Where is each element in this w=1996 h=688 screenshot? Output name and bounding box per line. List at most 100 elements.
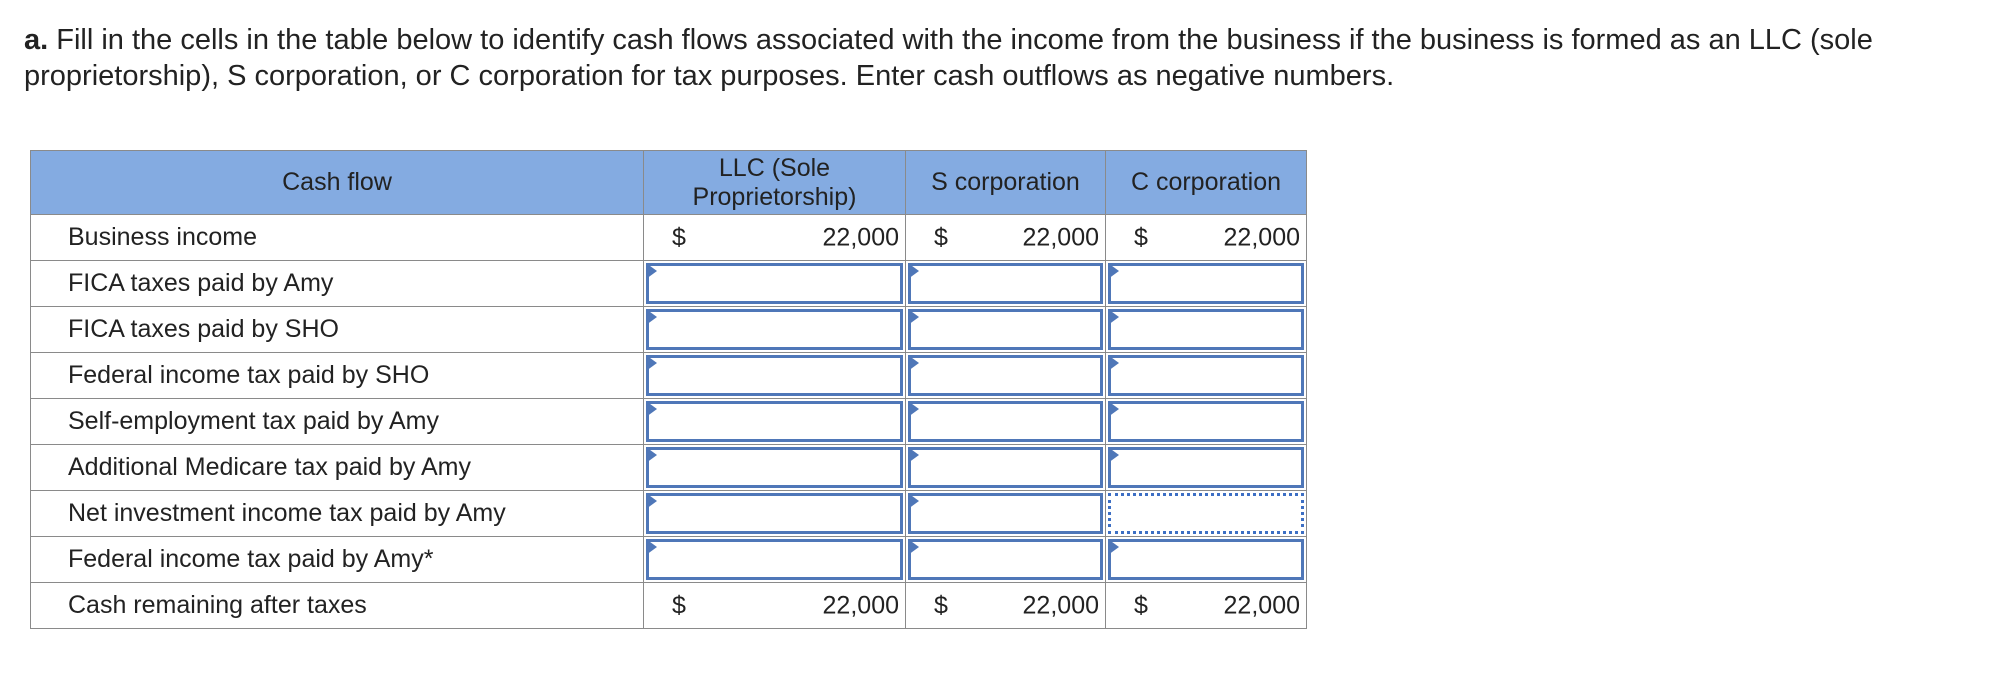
input-cell [905, 444, 1106, 491]
input-cell [1105, 490, 1307, 537]
amount: 22,000 [1223, 591, 1300, 619]
cell-marker-icon [646, 355, 657, 371]
answer-input[interactable] [1108, 539, 1304, 580]
input-cell [1105, 260, 1307, 307]
input-cell [905, 398, 1106, 445]
answer-input[interactable] [646, 447, 903, 488]
cell-marker-icon [908, 493, 919, 509]
currency-symbol: $ [672, 223, 686, 251]
cell-marker-icon [908, 309, 919, 325]
cell-marker-icon [1108, 401, 1119, 417]
answer-input[interactable] [1108, 355, 1304, 396]
table-row: Cash remaining after taxes $22,000 $22,0… [30, 582, 1307, 629]
answer-input[interactable] [908, 493, 1103, 534]
value-cell: $22,000 [1105, 214, 1307, 261]
input-cell [643, 490, 906, 537]
table-row: Additional Medicare tax paid by Amy [30, 444, 1307, 491]
input-cell [1105, 536, 1307, 583]
value-cell: $22,000 [905, 582, 1106, 629]
answer-input[interactable] [1108, 401, 1304, 442]
input-cell [643, 352, 906, 399]
input-cell [1105, 398, 1307, 445]
row-label: FICA taxes paid by SHO [30, 306, 644, 353]
answer-input[interactable] [646, 401, 903, 442]
cell-marker-icon [646, 263, 657, 279]
answer-input[interactable] [1108, 309, 1304, 350]
input-cell [905, 260, 1106, 307]
cell-marker-icon [908, 263, 919, 279]
row-label: FICA taxes paid by Amy [30, 260, 644, 307]
cell-marker-icon [646, 539, 657, 555]
answer-input[interactable] [908, 401, 1103, 442]
amount: 22,000 [1022, 591, 1099, 619]
table-row: Self-employment tax paid by Amy [30, 398, 1307, 445]
header-cash-flow: Cash flow [30, 150, 644, 215]
value-cell: $22,000 [905, 214, 1106, 261]
answer-input[interactable] [646, 309, 903, 350]
header-c-corporation: C corporation [1105, 150, 1307, 215]
row-label: Self-employment tax paid by Amy [30, 398, 644, 445]
currency-symbol: $ [1134, 591, 1148, 619]
cash-flow-table: Cash flow LLC (Sole Proprietorship) S co… [30, 150, 1307, 629]
currency-symbol: $ [934, 591, 948, 619]
row-label: Federal income tax paid by Amy* [30, 536, 644, 583]
input-cell [905, 490, 1106, 537]
answer-input[interactable] [908, 539, 1103, 580]
row-label: Additional Medicare tax paid by Amy [30, 444, 644, 491]
cell-marker-icon [1108, 309, 1119, 325]
header-llc: LLC (Sole Proprietorship) [643, 150, 906, 215]
cell-marker-icon [646, 401, 657, 417]
input-cell [643, 536, 906, 583]
cell-marker-icon [908, 447, 919, 463]
answer-input[interactable] [908, 355, 1103, 396]
table-row: Net investment income tax paid by Amy [30, 490, 1307, 537]
answer-input[interactable] [646, 263, 903, 304]
amount: 22,000 [1022, 223, 1099, 251]
row-label: Cash remaining after taxes [30, 582, 644, 629]
table-row: Federal income tax paid by Amy* [30, 536, 1307, 583]
answer-input-focused[interactable] [1108, 493, 1304, 534]
currency-symbol: $ [934, 223, 948, 251]
input-cell [1105, 352, 1307, 399]
answer-input[interactable] [646, 355, 903, 396]
answer-input[interactable] [908, 263, 1103, 304]
input-cell [1105, 444, 1307, 491]
table-header-row: Cash flow LLC (Sole Proprietorship) S co… [30, 150, 1307, 215]
amount: 22,000 [822, 223, 899, 251]
answer-input[interactable] [646, 493, 903, 534]
answer-input[interactable] [646, 539, 903, 580]
cell-marker-icon [908, 355, 919, 371]
row-label: Federal income tax paid by SHO [30, 352, 644, 399]
input-cell [1105, 306, 1307, 353]
input-cell [905, 306, 1106, 353]
row-label: Net investment income tax paid by Amy [30, 490, 644, 537]
input-cell [905, 536, 1106, 583]
table-row: Business income $22,000 $22,000 $22,000 [30, 214, 1307, 261]
header-s-corporation: S corporation [905, 150, 1106, 215]
cell-marker-icon [1108, 447, 1119, 463]
amount: 22,000 [1223, 223, 1300, 251]
answer-input[interactable] [1108, 263, 1304, 304]
currency-symbol: $ [672, 591, 686, 619]
cell-marker-icon [908, 401, 919, 417]
cell-marker-icon [646, 447, 657, 463]
table-row: FICA taxes paid by Amy [30, 260, 1307, 307]
value-cell: $22,000 [643, 214, 906, 261]
question-prompt: a. Fill in the cells in the table below … [24, 22, 1964, 94]
answer-input[interactable] [1108, 447, 1304, 488]
cell-marker-icon [1108, 263, 1119, 279]
table-row: FICA taxes paid by SHO [30, 306, 1307, 353]
table-row: Federal income tax paid by SHO [30, 352, 1307, 399]
cell-marker-icon [646, 493, 657, 509]
input-cell [643, 398, 906, 445]
prompt-text: Fill in the cells in the table below to … [24, 24, 1873, 92]
input-cell [643, 306, 906, 353]
cell-marker-icon [646, 309, 657, 325]
input-cell [905, 352, 1106, 399]
value-cell: $22,000 [643, 582, 906, 629]
row-label: Business income [30, 214, 644, 261]
answer-input[interactable] [908, 309, 1103, 350]
cell-marker-icon [908, 539, 919, 555]
answer-input[interactable] [908, 447, 1103, 488]
input-cell [643, 260, 906, 307]
